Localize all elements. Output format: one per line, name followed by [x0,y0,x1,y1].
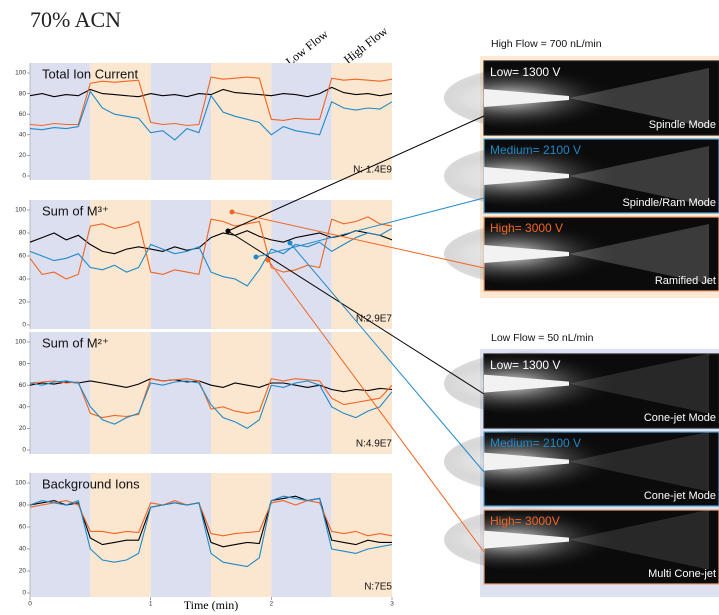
band [151,63,211,180]
band [211,63,271,180]
mode-label: Cone-jet Mode [644,412,716,424]
y-tick-label: 0 [22,322,26,329]
y-tick-label: 60 [19,111,27,118]
y-tick-label: 100 [15,70,26,77]
y-tick-label: 20 [19,425,27,432]
y-tick-label: 80 [19,90,27,97]
voltage-label: High= 3000 V [490,221,563,235]
y-tick-label: 80 [19,502,27,509]
mode-label: Spindle/Ram Mode [622,197,716,209]
band [151,332,211,454]
y-tick-label: 20 [19,152,27,159]
voltage-label: Low= 1300 V [490,358,560,372]
mode-label: Cone-jet Mode [644,490,716,502]
band [271,332,331,454]
connector-dot [226,229,231,234]
mode-label: Ramified Jet [655,275,716,287]
y-tick-label: 40 [19,404,27,411]
band [271,63,331,180]
panel-annotation: N:2.9E7 [356,314,393,325]
group-title: High Flow = 700 nL/min [491,38,602,50]
panel-title: Total Ion Current [42,66,138,81]
x-tick-label: 0 [28,601,32,608]
group-title: Low Flow = 50 nL/min [491,332,594,344]
band [151,200,211,329]
y-tick-label: 60 [19,253,27,260]
page: 70% ACN Low Flow High Flow 020406080100T… [0,0,719,615]
panel-annotation: N:4.9E7 [356,439,393,450]
y-tick-label: 100 [15,480,26,487]
flow-label: High Flow [341,23,391,66]
band [30,473,90,597]
panel-title: Sum of M³⁺ [42,203,109,218]
y-tick-label: 0 [22,173,26,180]
y-tick-label: 80 [19,230,27,237]
y-tick-label: 100 [15,207,26,214]
voltage-label: High= 3000V [490,514,560,528]
band [271,473,331,597]
connector-dot [266,258,271,263]
x-tick-label: 1 [149,601,153,608]
y-tick-label: 100 [15,339,26,346]
x-tick-label: 2 [270,601,274,608]
connector-dot [230,210,235,215]
voltage-label: Medium= 2100 V [490,436,581,450]
voltage-label: Medium= 2100 V [490,143,581,157]
panel-annotation: N:7E5 [364,582,392,593]
mode-label: Multi Cone-jet [648,568,716,580]
connector-dot [254,255,259,260]
y-tick-label: 20 [19,299,27,306]
band [211,332,271,454]
panel-title: Background Ions [42,476,140,491]
band [332,473,392,597]
flow-label: Low Flow [283,27,331,69]
voltage-label: Low= 1300 V [490,65,560,79]
mode-label: Spindle Mode [649,119,716,131]
image-panels: High Flow = 700 nL/min Low= 1300 V Spindle… [444,38,719,597]
x-tick-label: 3 [390,601,394,608]
figure-title: 70% ACN [30,7,121,32]
y-tick-label: 20 [19,568,27,575]
band [332,332,392,454]
y-tick-label: 0 [22,590,26,597]
x-axis-label: Time (min) [184,598,239,612]
y-tick-label: 40 [19,546,27,553]
y-tick-label: 40 [19,132,27,139]
figure: 70% ACN Low Flow High Flow 020406080100T… [0,0,719,615]
band [90,200,150,329]
y-tick-label: 60 [19,382,27,389]
band [90,473,150,597]
y-tick-label: 60 [19,524,27,531]
y-tick-label: 80 [19,360,27,367]
panel-title: Sum of M²⁺ [42,335,109,350]
y-tick-label: 40 [19,276,27,283]
y-tick-label: 0 [22,447,26,454]
band [151,473,211,597]
connector-dot [288,241,293,246]
